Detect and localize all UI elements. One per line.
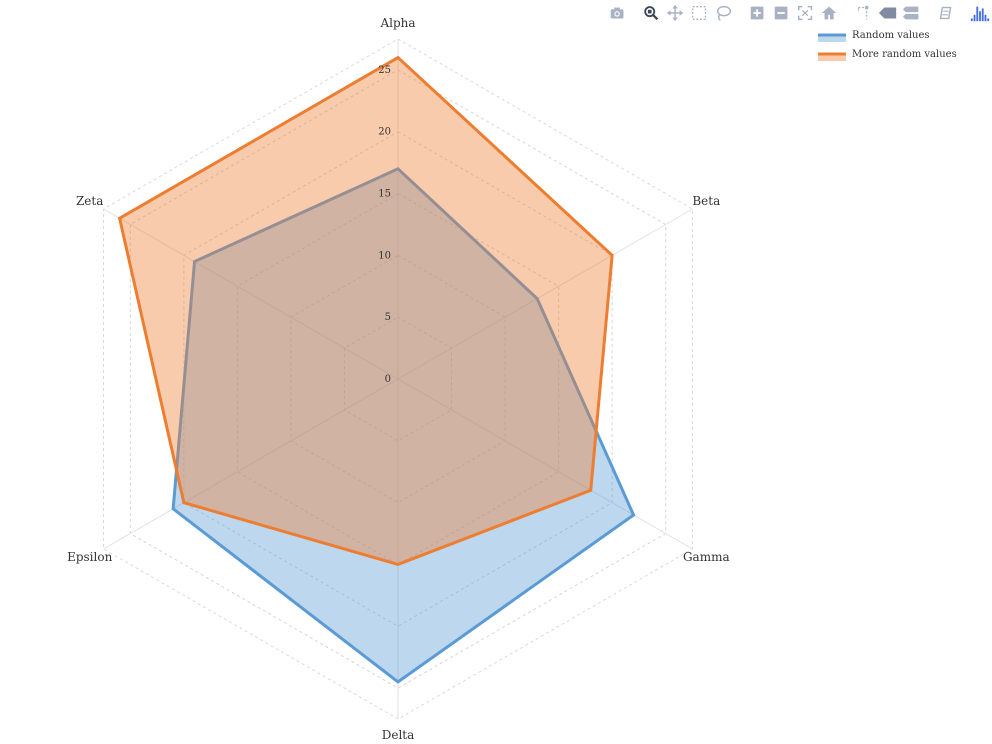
spike-lines-icon: [857, 5, 869, 20]
zoom-out-icon: [774, 6, 788, 20]
camera-icon: [610, 7, 624, 19]
camera-button[interactable]: [608, 3, 628, 23]
radial-tick-label: 15: [378, 189, 391, 200]
autoscale-button[interactable]: [796, 3, 816, 23]
zoom-icon: [644, 6, 659, 21]
zoom-in-button[interactable]: [748, 3, 768, 23]
legend-swatch: [818, 54, 846, 61]
axis-spoke: [103, 208, 399, 380]
legend[interactable]: Random values More random values: [818, 30, 957, 61]
autoscale-icon: [798, 5, 813, 21]
axis-label-delta: Delta: [382, 728, 415, 742]
axis-label-zeta: Zeta: [76, 194, 103, 208]
hover-compare-icon: [902, 6, 919, 20]
editor-button[interactable]: [936, 3, 956, 23]
radial-tick-label: 5: [385, 312, 391, 323]
hover-closest-button[interactable]: [878, 3, 898, 23]
box-select-icon: [692, 5, 707, 21]
zoom-button[interactable]: [642, 3, 662, 23]
axis-spoke: [397, 208, 693, 380]
radial-tick-label: 0: [385, 374, 391, 385]
axis-label-beta: Beta: [692, 194, 720, 208]
hover-compare-button[interactable]: [902, 3, 922, 23]
pan-icon: [666, 4, 684, 22]
zoom-out-button[interactable]: [772, 3, 792, 23]
pan-button[interactable]: [666, 3, 686, 23]
legend-label: More random values: [852, 49, 957, 60]
editor-icon: [939, 6, 952, 20]
axis-label-gamma: Gamma: [683, 550, 730, 564]
reset-axes-button[interactable]: [820, 3, 840, 23]
axis-label-alpha: Alpha: [379, 16, 415, 30]
zoom-in-icon: [750, 6, 764, 20]
radial-tick-label: 10: [378, 250, 391, 261]
radar-series: [117, 55, 636, 684]
legend-item[interactable]: More random values: [818, 49, 957, 61]
legend-item[interactable]: Random values: [818, 30, 930, 42]
axis-spoke: [103, 378, 399, 550]
plotly-logo-button[interactable]: [970, 3, 990, 23]
box-select-button[interactable]: [690, 3, 710, 23]
spike-lines-button[interactable]: [854, 3, 874, 23]
reset-axes-icon: [821, 6, 837, 20]
radial-tick-labels: 0 5 10 15 20 25: [378, 65, 391, 385]
plotly-logo-icon: [970, 6, 990, 22]
axis-spoke: [397, 378, 693, 550]
legend-label: Random values: [852, 30, 930, 41]
modebar: [606, 2, 992, 24]
legend-swatch: [818, 35, 846, 42]
hover-closest-icon: [878, 7, 897, 19]
series-1-area[interactable]: [117, 55, 614, 567]
lasso-select-button[interactable]: [714, 3, 734, 23]
radial-tick-label: 20: [378, 127, 391, 138]
axis-label-epsilon: Epsilon: [67, 550, 113, 564]
lasso-select-icon: [716, 5, 732, 21]
axis-labels: Alpha Beta Gamma Delta Epsilon Zeta: [67, 16, 730, 742]
radial-tick-label: 25: [378, 65, 391, 76]
series-0-area[interactable]: [171, 167, 636, 684]
